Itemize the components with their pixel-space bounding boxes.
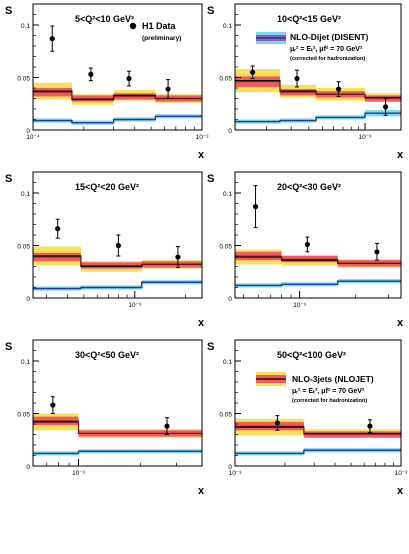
- x-tick-label: 10⁻⁴: [26, 134, 40, 141]
- data-point-2: [115, 242, 121, 249]
- y-tick-label-3: 0.1: [21, 23, 30, 30]
- panel-title: 20<Q²<30 GeV²: [277, 182, 341, 192]
- data-point-3: [126, 75, 132, 82]
- lo-line: [235, 280, 401, 287]
- lo-line: [33, 281, 202, 290]
- threejet-line: [33, 420, 202, 434]
- panel-3: 0 0.05 0.1 10⁻³ Sx 15<Q²<20 GeV²: [5, 171, 205, 329]
- x-axis-label: x: [198, 485, 205, 497]
- y-tick-label-1: 0: [228, 128, 232, 135]
- y-tick-label-2: 0.05: [17, 244, 30, 251]
- y-axis-label: S: [5, 173, 12, 185]
- y-axis-label: S: [5, 341, 12, 353]
- x-axis-label: x: [198, 317, 205, 329]
- x-tick-label: 10⁻²: [395, 470, 409, 477]
- panel-2: 0 0.05 0.1 10⁻³ Sx 10<Q²<15 GeV²: [207, 3, 404, 161]
- y-tick-label-1: 0: [228, 296, 232, 303]
- x-tick-label: 10⁻³: [293, 302, 307, 309]
- panel-1: 0 0.05 0.1 10⁻⁴ 10⁻³ Sx 5<Q²<10 GeV²: [5, 3, 210, 161]
- data-point-1: [250, 69, 256, 75]
- x-tick-label: 10⁻³: [196, 134, 210, 141]
- panel-4: 0 0.05 0.1 10⁻³ Sx 20<Q²<30 GeV²: [207, 171, 404, 329]
- panel-title: 50<Q²<100 GeV²: [277, 350, 346, 360]
- y-tick-label-3: 0.1: [223, 359, 232, 366]
- x-axis-label: x: [397, 317, 404, 329]
- threejet-line: [33, 256, 202, 266]
- data-point-3: [374, 249, 380, 255]
- threejet-legend-scale: μᵣ² = Eₜ², μf² = 70 GeV²: [292, 388, 365, 395]
- dijet-legend-scale: μᵣ² = Eₜ², μf² = 70 GeV²: [290, 46, 363, 53]
- y-tick-label-3: 0.1: [223, 191, 232, 198]
- y-tick-label-2: 0.05: [219, 76, 232, 83]
- data-point-2: [367, 423, 373, 429]
- data-point-1: [252, 204, 259, 210]
- y-tick-label-3: 0.1: [21, 359, 30, 366]
- lo-line: [33, 450, 202, 455]
- panel-title: 30<Q²<50 GeV²: [75, 350, 139, 360]
- y-tick-label-2: 0.05: [219, 244, 232, 251]
- y-tick-label-2: 0.05: [17, 76, 30, 83]
- y-axis-label: S: [207, 341, 214, 353]
- y-tick-label-1: 0: [26, 128, 30, 135]
- legends: H1 Data (preliminary) NLO-Dijet (DISENT)…: [129, 21, 374, 404]
- y-tick-label-3: 0.1: [223, 23, 232, 30]
- data-point-4: [165, 86, 171, 92]
- panel-title: 10<Q²<15 GeV²: [277, 14, 341, 24]
- threejet-line: [235, 81, 401, 99]
- panel-title: 15<Q²<20 GeV²: [75, 182, 139, 192]
- lo-line: [235, 449, 401, 455]
- data-point-2: [164, 423, 170, 429]
- y-tick-label-1: 0: [26, 464, 30, 471]
- x-axis-label: x: [397, 149, 404, 161]
- x-axis-label: x: [198, 149, 205, 161]
- data-legend-marker: [129, 22, 137, 30]
- data-point-4: [382, 104, 389, 110]
- lo-line: [235, 112, 401, 123]
- y-axis-label: S: [207, 5, 214, 17]
- panel-title: 5<Q²<10 GeV²: [75, 14, 134, 24]
- threejet-line: [33, 91, 202, 99]
- data-point-2: [294, 75, 300, 82]
- x-tick-label: 10⁻³: [229, 470, 243, 477]
- data-point-1: [50, 402, 56, 408]
- data-point-2: [88, 71, 94, 77]
- panel-6: 0 0.05 0.1 10⁻³ 10⁻² Sx 50<Q²<100 GeV²: [207, 339, 409, 497]
- threejet-legend-hadr: (corrected for hadronization): [292, 398, 367, 404]
- lo-line: [33, 115, 202, 124]
- dijet-legend-label: NLO-Dijet (DISENT): [290, 32, 369, 42]
- panel-5: 0 0.05 0.1 10⁻³ Sx 30<Q²<50 GeV²: [5, 339, 205, 497]
- data-point-3: [335, 86, 342, 92]
- threejet-line: [235, 425, 401, 435]
- y-axis-label: S: [5, 5, 12, 17]
- x-tick-label: 10⁻³: [72, 470, 86, 477]
- x-axis-label: x: [397, 485, 404, 497]
- data-point-2: [304, 241, 310, 248]
- y-axis-label: S: [207, 173, 214, 185]
- data-legend-label: H1 Data: [142, 21, 177, 31]
- x-tick-label: 10⁻³: [359, 134, 373, 141]
- y-tick-label-2: 0.05: [219, 412, 232, 419]
- x-tick-label: 10⁻³: [128, 302, 142, 309]
- panels: 0 0.05 0.1 10⁻⁴ 10⁻³ Sx 5<Q²<10 GeV² 0 0.05 0.1 10…: [5, 3, 409, 497]
- y-tick-label-2: 0.05: [17, 412, 30, 419]
- y-tick-label-1: 0: [26, 296, 30, 303]
- data-legend-note: (preliminary): [142, 35, 181, 42]
- data-point-1: [55, 226, 61, 232]
- threejet-legend-label: NLO-3jets (NLOJET): [292, 374, 374, 384]
- data-point-1: [274, 420, 280, 426]
- data-point-3: [175, 254, 181, 260]
- threejet-line: [235, 255, 401, 264]
- dijet-legend-hadr: (corrected for hadronization): [290, 56, 365, 62]
- y-tick-label-3: 0.1: [21, 191, 30, 198]
- data-point-1: [49, 36, 55, 42]
- y-tick-label-1: 0: [228, 464, 232, 471]
